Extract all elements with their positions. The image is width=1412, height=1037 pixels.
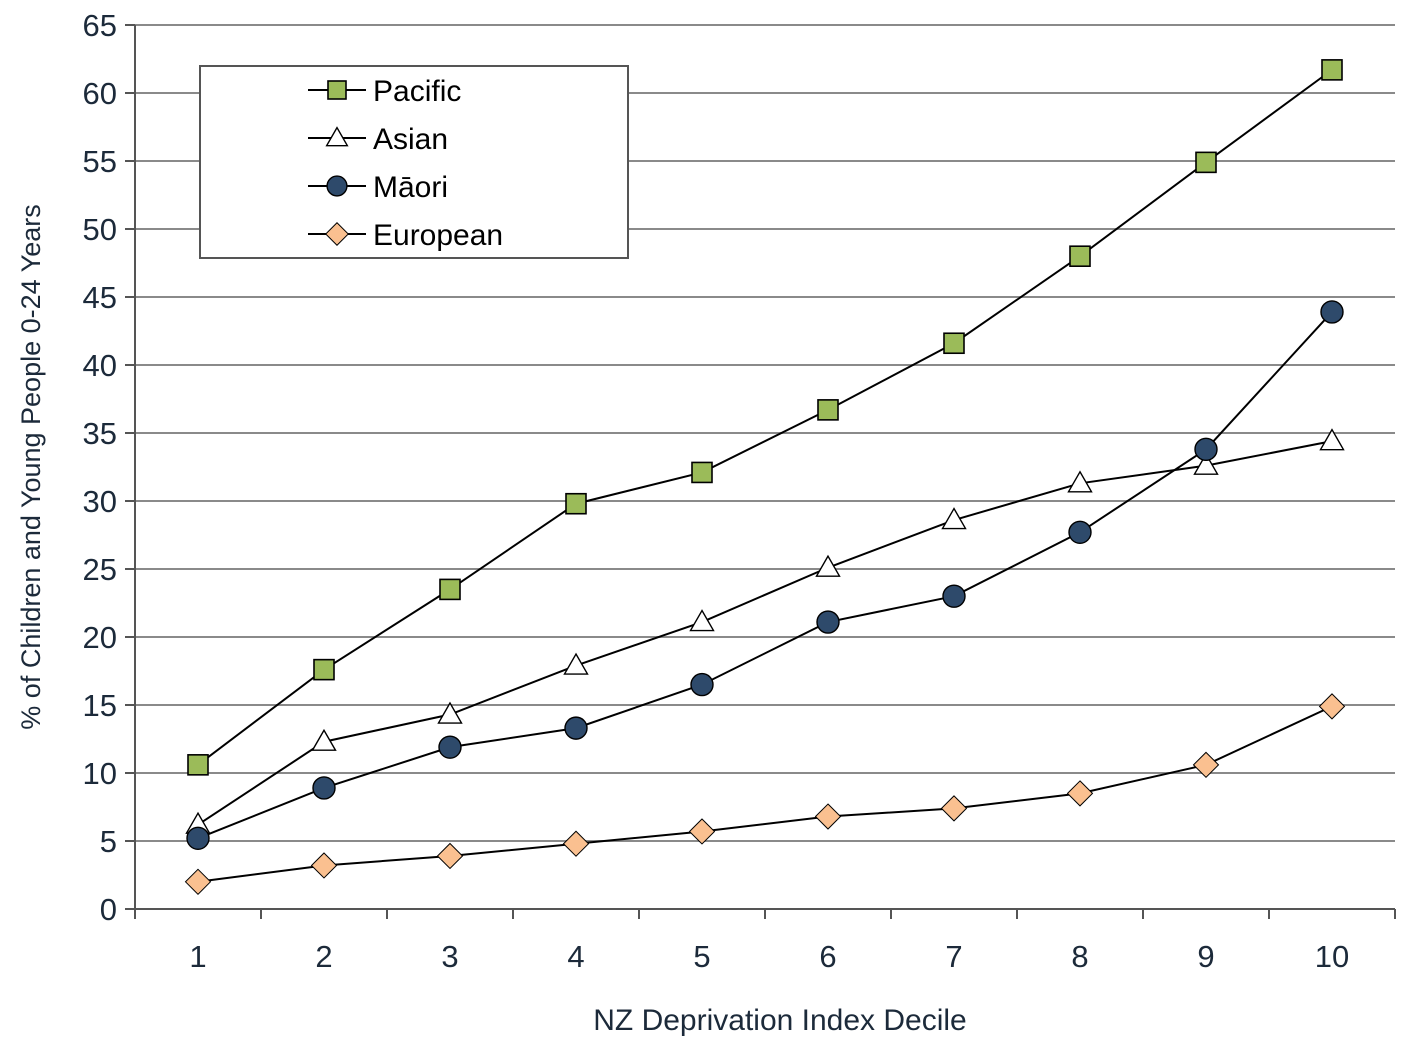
series-line-pacific: [197, 69, 1333, 766]
legend-item-maori: Māori: [308, 171, 448, 204]
y-tick-label-0: 0: [100, 892, 117, 927]
series-pacific: [197, 69, 1333, 766]
point-asian-2: [311, 728, 337, 751]
point-maori-9: [1194, 437, 1218, 462]
point-maori-3: [438, 735, 462, 759]
point-european-5: [688, 818, 716, 845]
point-european-3: [436, 842, 464, 870]
legend-label-asian: Asian: [373, 123, 448, 156]
point-asian-10: [1319, 428, 1345, 451]
series-layer: [184, 59, 1346, 896]
x-tick-label-9: 9: [1197, 939, 1214, 974]
x-tick-label-7: 7: [945, 939, 962, 974]
point-asian-4: [563, 652, 589, 675]
axes: [125, 24, 1396, 919]
point-maori-1: [186, 826, 210, 850]
series-markers-maori: [186, 300, 1344, 850]
series-markers-pacific: [187, 59, 1343, 776]
x-tick-label-4: 4: [567, 939, 584, 974]
point-european-8: [1066, 780, 1094, 807]
series-line-asian: [197, 440, 1333, 826]
x-tick-label-3: 3: [441, 939, 458, 974]
point-pacific-4: [565, 492, 587, 515]
x-tick-labels: 1 2 3 4 5 6 7 8 9 10: [189, 939, 1349, 974]
point-pacific-6: [817, 399, 839, 421]
point-european-2: [310, 852, 338, 879]
point-asian-7: [941, 507, 967, 530]
x-tick-label-10: 10: [1315, 939, 1349, 974]
point-pacific-5: [691, 461, 713, 484]
y-tick-label-10: 10: [83, 756, 117, 791]
point-asian-9: [1193, 452, 1219, 475]
x-tick-label-5: 5: [693, 939, 710, 974]
point-maori-10: [1320, 300, 1344, 324]
y-axis-title: % of Children and Young People 0-24 Year…: [16, 204, 46, 729]
point-pacific-8: [1069, 245, 1091, 267]
x-tick-label-2: 2: [315, 939, 332, 974]
y-tick-label-25: 25: [83, 552, 117, 587]
y-tick-label-30: 30: [83, 484, 117, 519]
point-asian-5: [689, 609, 715, 632]
legend-marker-asian: [325, 126, 349, 147]
y-tick-label-65: 65: [83, 8, 117, 43]
point-pacific-9: [1195, 151, 1217, 174]
point-maori-4: [564, 716, 588, 740]
point-asian-3: [437, 701, 463, 724]
legend-marker-pacific: [327, 80, 347, 100]
legend-item-asian: Asian: [308, 123, 448, 156]
x-tick-label-8: 8: [1071, 939, 1088, 974]
series-line-european: [197, 705, 1333, 883]
y-tick-label-5: 5: [100, 824, 117, 859]
y-tick-labels: 0 5 10 15 20 25 30 35 40 45 50 55 60 65: [83, 8, 117, 927]
y-tick-label-20: 20: [83, 620, 117, 655]
x-tick-label-1: 1: [189, 939, 206, 974]
point-european-6: [814, 803, 842, 830]
point-asian-6: [815, 554, 841, 577]
legend-box: [199, 65, 629, 259]
point-european-1: [184, 868, 212, 896]
point-european-9: [1192, 751, 1220, 779]
point-maori-5: [690, 672, 714, 697]
legend-item-pacific: Pacific: [308, 75, 461, 108]
legend-label-maori: Māori: [373, 171, 448, 204]
series-asian: [197, 440, 1333, 826]
point-maori-6: [816, 610, 840, 634]
point-european-10: [1318, 693, 1346, 720]
point-maori-7: [942, 584, 966, 608]
legend-label-european: European: [373, 219, 503, 252]
y-tick-label-50: 50: [83, 212, 117, 247]
series-line-maori: [197, 311, 1333, 840]
y-tick-label-45: 45: [83, 280, 117, 315]
point-pacific-7: [943, 332, 965, 355]
point-european-4: [562, 830, 590, 857]
point-european-7: [940, 795, 968, 822]
legend-item-european: European: [308, 219, 503, 252]
point-pacific-2: [313, 658, 335, 681]
series-markers-european: [184, 693, 1346, 896]
legend: Pacific Asian Māori European: [199, 65, 629, 259]
series-european: [197, 705, 1333, 883]
y-tick-label-60: 60: [83, 76, 117, 111]
point-pacific-1: [187, 754, 209, 776]
y-tick-label-40: 40: [83, 348, 117, 383]
x-axis-title: NZ Deprivation Index Decile: [593, 1004, 967, 1037]
point-pacific-10: [1321, 59, 1343, 81]
legend-marker-maori: [326, 175, 348, 197]
point-asian-8: [1067, 470, 1093, 493]
legend-marker-european: [325, 222, 349, 246]
y-tick-label-55: 55: [83, 144, 117, 179]
point-pacific-3: [439, 578, 461, 601]
y-tick-label-15: 15: [83, 688, 117, 723]
point-maori-8: [1068, 520, 1092, 544]
series-markers-asian: [185, 428, 1345, 834]
x-tick-label-6: 6: [819, 939, 836, 974]
y-tick-label-35: 35: [83, 416, 117, 451]
series-maori: [197, 311, 1333, 840]
legend-label-pacific: Pacific: [373, 75, 461, 108]
point-maori-2: [312, 776, 336, 800]
